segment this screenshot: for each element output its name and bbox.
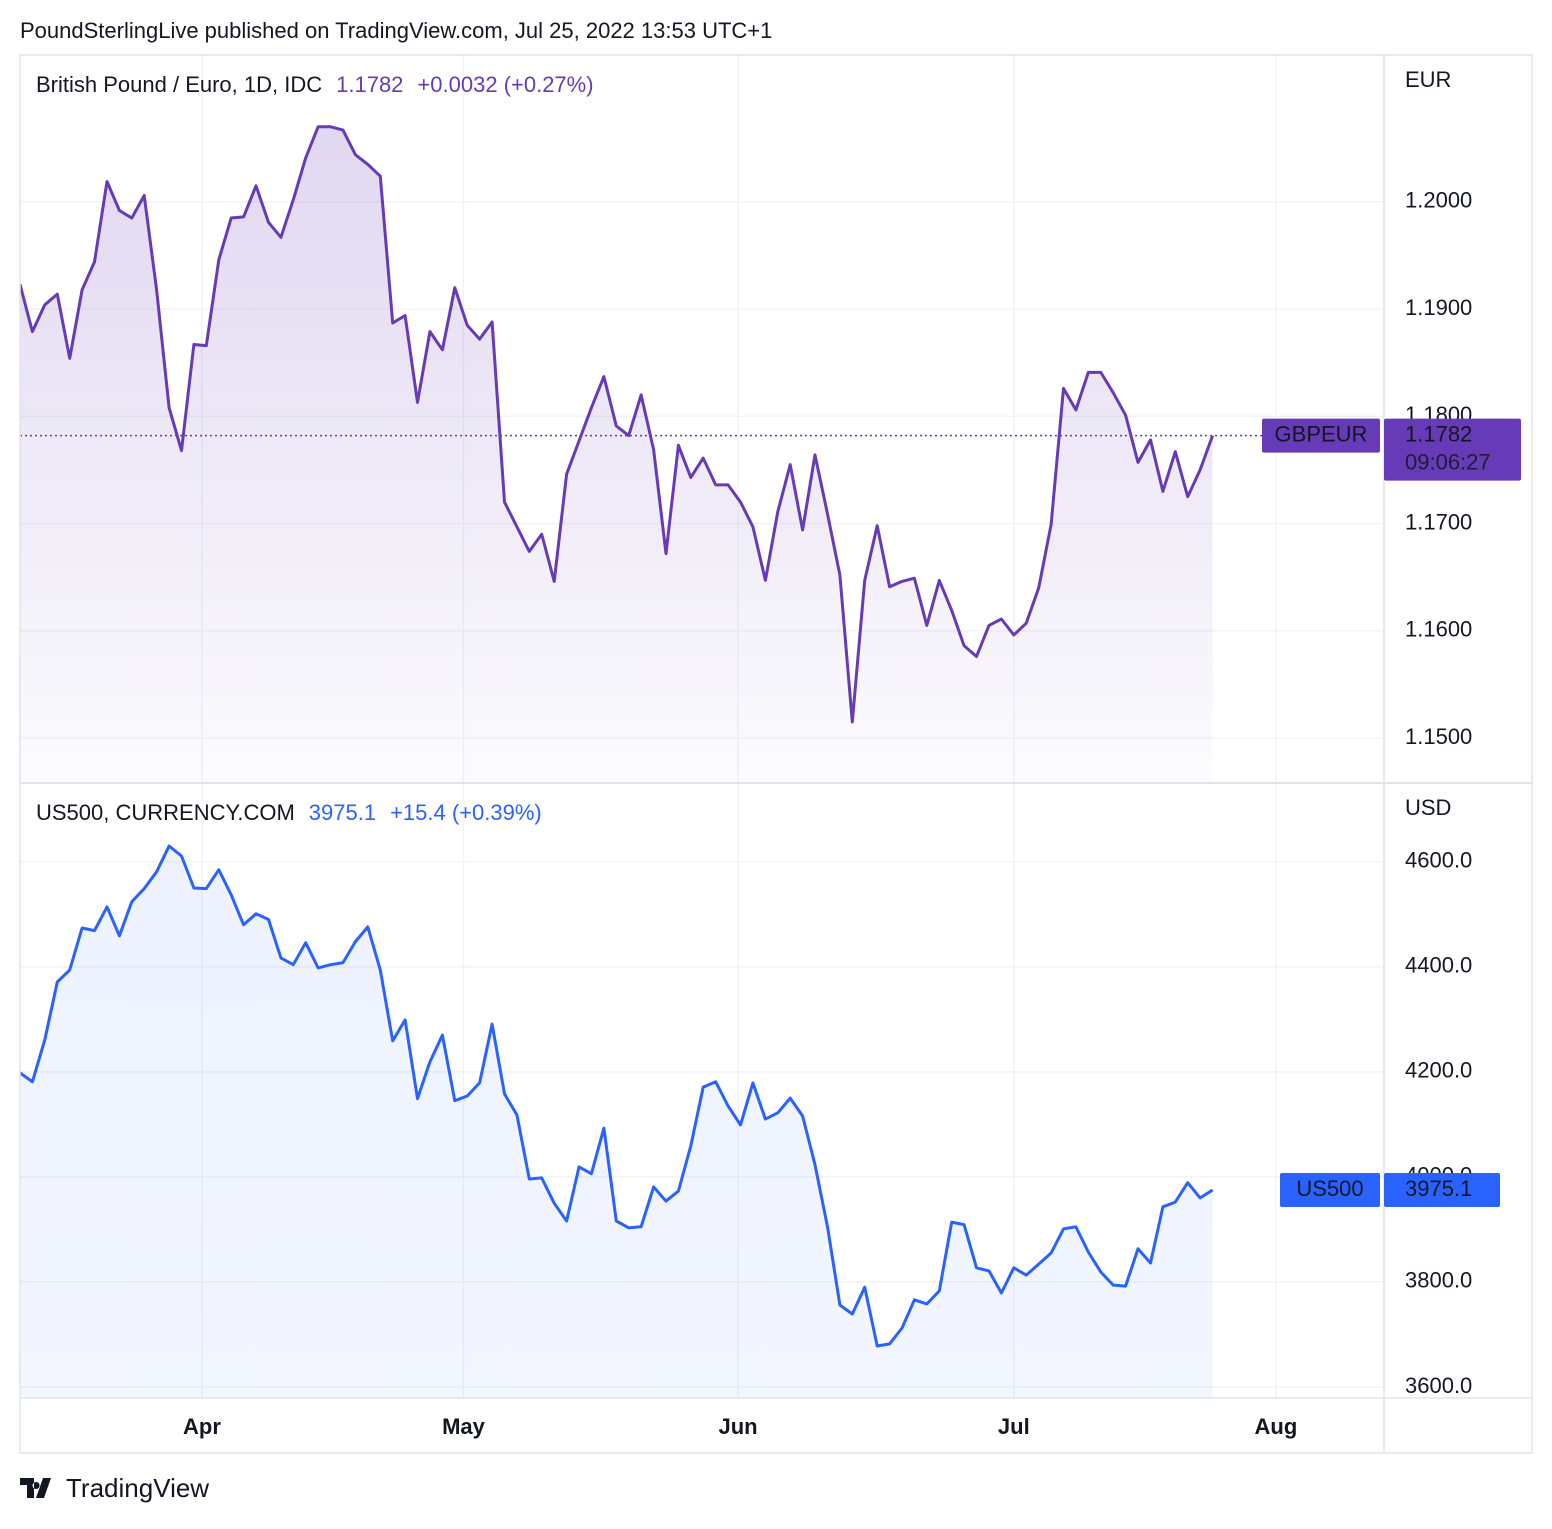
change: +15.4 (+0.39%)	[390, 800, 542, 825]
legend: British Pound / Euro, 1D, IDC 1.1782 +0.00…	[36, 72, 594, 97]
x-tick-label: Jun	[718, 1414, 757, 1439]
price-tag-label: 3975.1	[1405, 1176, 1472, 1201]
brand: TradingView	[66, 1473, 209, 1503]
price-tag	[1384, 1172, 1500, 1207]
currency: EUR	[1405, 67, 1451, 92]
last-value: 3975.1	[309, 800, 376, 825]
line	[20, 844, 1214, 1348]
price-tag	[1384, 418, 1521, 481]
x-tick-label: Aug	[1255, 1414, 1298, 1439]
x-tick-label: Apr	[183, 1414, 221, 1439]
ticker-tag	[1280, 1172, 1380, 1207]
legend: US500, CURRENCY.COM 3975.1 +15.4 (+0.39%)	[36, 800, 542, 825]
ticker-label: US500	[1296, 1176, 1363, 1201]
y-tick-label: 3800.0	[1405, 1268, 1472, 1293]
title: British Pound / Euro, 1D, IDC	[36, 72, 322, 97]
title: US500, CURRENCY.COM	[36, 800, 295, 825]
y-tick-label: 3600.0	[1405, 1373, 1472, 1398]
x-tick-label: Jul	[998, 1414, 1030, 1439]
last-value: 1.1782	[336, 72, 403, 97]
change: +0.0032 (+0.27%)	[417, 72, 593, 97]
area	[20, 846, 1213, 1398]
area	[20, 126, 1213, 783]
frame	[19, 54, 1533, 1454]
plot-area	[20, 55, 1384, 1398]
logo: TradingView	[20, 1473, 209, 1503]
header: PoundSterlingLive published on TradingVi…	[20, 18, 772, 43]
y-tick-label: 1.1600	[1405, 617, 1472, 642]
y-tick-label: 4600.0	[1405, 848, 1472, 873]
countdown: 09:06:27	[1405, 449, 1491, 474]
y-tick-label: 1.1500	[1405, 724, 1472, 749]
line	[20, 125, 1215, 724]
y-tick-label: 1.1900	[1405, 295, 1472, 320]
y-tick-label: 4200.0	[1405, 1058, 1472, 1083]
x-tick-label: May	[442, 1414, 486, 1439]
price-tag-label: 1.1782	[1405, 421, 1472, 446]
ticker-label: GBPEUR	[1275, 421, 1368, 446]
ticker-tag	[1262, 418, 1380, 453]
y-tick-label: 4400.0	[1405, 953, 1472, 978]
currency: USD	[1405, 795, 1451, 820]
y-tick-label: 1.1700	[1405, 509, 1472, 534]
y-tick-label: 1.2000	[1405, 188, 1472, 213]
